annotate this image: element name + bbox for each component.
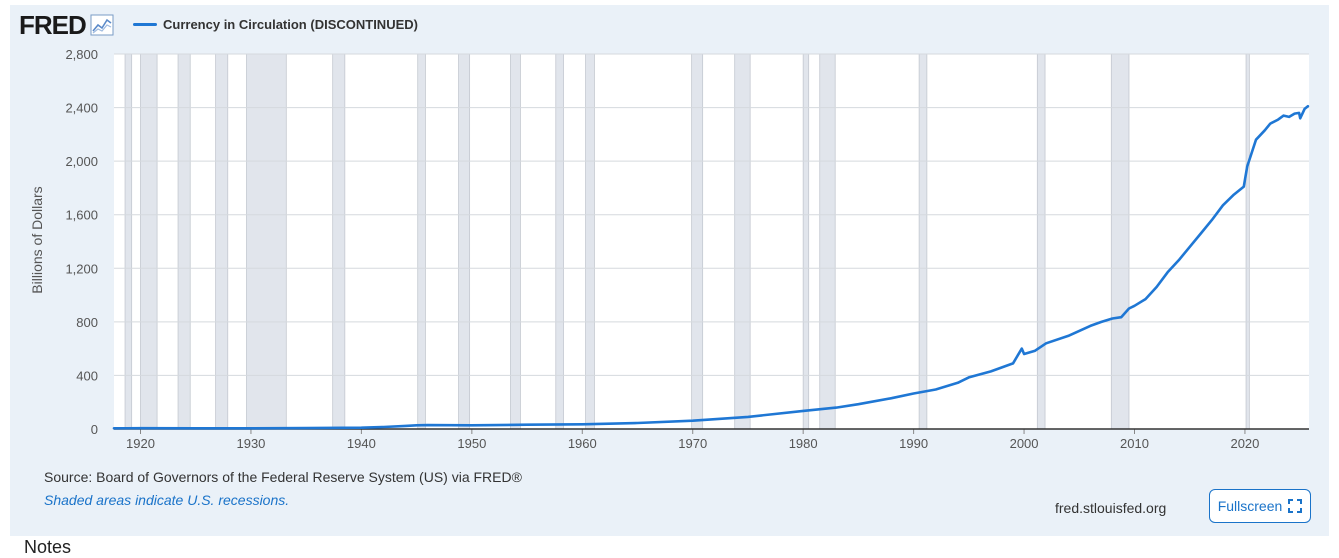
source-text: Source: Board of Governors of the Federa… (44, 469, 522, 485)
x-tick-label: 1970 (678, 436, 707, 451)
fred-logo[interactable]: FRED (19, 10, 114, 40)
fullscreen-button[interactable]: Fullscreen (1209, 489, 1311, 523)
recession-band (246, 53, 287, 430)
legend-swatch (133, 22, 157, 26)
fullscreen-expand-icon (1288, 499, 1303, 513)
y-tick-label: 1,600 (65, 208, 98, 223)
recession-band (332, 53, 346, 430)
recession-band (585, 53, 595, 430)
notes-heading: Notes (24, 537, 72, 557)
recession-band (918, 53, 928, 430)
x-tick-label: 1960 (568, 436, 597, 451)
recession-band (1036, 53, 1046, 430)
x-tick-label: 1950 (457, 436, 486, 451)
y-tick-label: 400 (76, 368, 98, 383)
recession-band (140, 53, 158, 430)
recession-band (215, 53, 229, 430)
recession-band (555, 53, 564, 430)
x-tick-label: 1940 (347, 436, 376, 451)
x-tick-label: 2010 (1120, 436, 1149, 451)
x-tick-label: 2020 (1230, 436, 1259, 451)
x-tick-label: 1930 (236, 436, 265, 451)
fred-logo-text: FRED (19, 10, 87, 40)
recession-band (510, 53, 521, 430)
recession-band (458, 53, 471, 430)
y-axis-title-text: Billions of Dollars (29, 186, 45, 294)
recession-band (124, 53, 133, 430)
recession-band (177, 53, 191, 430)
recession-band (417, 53, 426, 430)
site-url[interactable]: fred.stlouisfed.org (1055, 500, 1167, 516)
x-tick-label: 1920 (126, 436, 155, 451)
y-tick-label: 0 (91, 422, 98, 437)
x-tick-label: 2000 (1010, 436, 1039, 451)
legend-label: Currency in Circulation (DISCONTINUED) (163, 16, 418, 32)
recession-band (819, 53, 836, 430)
recession-band (691, 53, 704, 430)
chart-legend: Currency in Circulation (DISCONTINUED) (133, 14, 418, 34)
y-tick-label: 2,400 (65, 101, 98, 116)
plot-area (114, 54, 1309, 429)
y-tick-label: 2,800 (65, 47, 98, 62)
series-line (112, 104, 1310, 430)
line-chart-icon (90, 14, 114, 36)
x-tick-label: 1980 (789, 436, 818, 451)
x-tick-label: 1990 (899, 436, 928, 451)
recession-band (1245, 53, 1250, 430)
y-tick-label: 1,200 (65, 261, 98, 276)
fullscreen-label: Fullscreen (1217, 498, 1283, 514)
recession-band (802, 53, 810, 430)
recession-note: Shaded areas indicate U.S. recessions. (44, 492, 290, 508)
y-tick-label: 800 (76, 315, 98, 330)
y-tick-label: 2,000 (65, 154, 98, 169)
recession-band (734, 53, 751, 430)
recession-band (1110, 53, 1130, 430)
